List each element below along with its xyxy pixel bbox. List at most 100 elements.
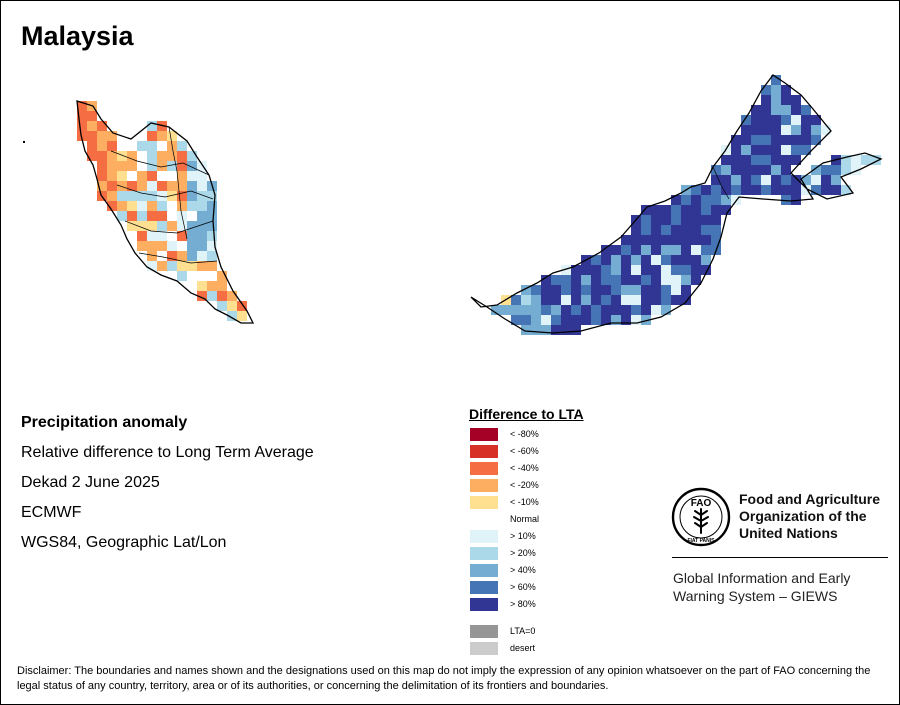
anomaly-cell xyxy=(711,165,721,175)
anomaly-cell xyxy=(791,185,801,195)
anomaly-cell xyxy=(621,305,631,315)
anomaly-cell xyxy=(157,151,167,161)
anomaly-cell xyxy=(621,245,631,255)
legend-entry: > 20% xyxy=(469,545,639,562)
legend-swatch xyxy=(470,581,498,594)
anomaly-cell xyxy=(761,95,771,105)
anomaly-cell xyxy=(117,201,127,211)
anomaly-cell xyxy=(601,305,611,315)
legend-entry: < -40% xyxy=(469,460,639,477)
anomaly-cell xyxy=(771,145,781,155)
anomaly-cell xyxy=(801,145,811,155)
anomaly-cell xyxy=(691,205,701,215)
anomaly-cell xyxy=(197,161,207,171)
anomaly-cell xyxy=(147,261,157,271)
anomaly-cell xyxy=(801,175,811,185)
anomaly-cell xyxy=(551,285,561,295)
anomaly-cell xyxy=(811,185,821,195)
anomaly-cell xyxy=(177,181,187,191)
anomaly-cell xyxy=(207,251,217,261)
anomaly-cell xyxy=(87,111,97,121)
anomaly-cell xyxy=(591,285,601,295)
organization-name-line: Food and Agriculture xyxy=(739,491,881,507)
anomaly-cell xyxy=(771,155,781,165)
fao-logo-motto: FIAT PANIS xyxy=(687,538,715,544)
anomaly-cell xyxy=(721,175,731,185)
anomaly-cell xyxy=(117,191,127,201)
anomaly-cell xyxy=(157,181,167,191)
anomaly-cell xyxy=(751,185,761,195)
anomaly-cell xyxy=(207,211,217,221)
anomaly-cell xyxy=(97,131,107,141)
anomaly-cell xyxy=(217,271,227,281)
anomaly-cell xyxy=(177,191,187,201)
anomaly-cell xyxy=(521,325,531,335)
anomaly-cell xyxy=(821,185,831,195)
anomaly-cell xyxy=(641,295,651,305)
anomaly-cell xyxy=(661,305,671,315)
anomaly-cell xyxy=(791,105,801,115)
anomaly-cell xyxy=(641,275,651,285)
anomaly-cell xyxy=(731,175,741,185)
anomaly-cell xyxy=(197,261,207,271)
anomaly-cell xyxy=(177,161,187,171)
legend-label: < -60% xyxy=(510,446,539,456)
anomaly-cell xyxy=(207,291,217,301)
anomaly-cell xyxy=(107,141,117,151)
anomaly-cell xyxy=(97,151,107,161)
anomaly-cell xyxy=(97,171,107,181)
anomaly-cell xyxy=(781,135,791,145)
anomaly-cell xyxy=(87,151,97,161)
map-metadata: Precipitation anomaly Relative differenc… xyxy=(21,413,314,563)
anomaly-cell xyxy=(751,155,761,165)
anomaly-cell xyxy=(781,85,791,95)
anomaly-cell xyxy=(561,315,571,325)
anomaly-cell xyxy=(601,295,611,305)
anomaly-cell xyxy=(591,275,601,285)
anomaly-cell xyxy=(811,125,821,135)
anomaly-cell xyxy=(87,121,97,131)
anomaly-cell xyxy=(671,235,681,245)
anomaly-cell xyxy=(701,185,711,195)
anomaly-cell xyxy=(197,251,207,261)
anomaly-cell xyxy=(611,275,621,285)
anomaly-cell xyxy=(197,211,207,221)
anomaly-cell xyxy=(147,241,157,251)
legend-label: > 60% xyxy=(510,582,536,592)
anomaly-cell xyxy=(631,225,641,235)
anomaly-cell xyxy=(207,281,217,291)
anomaly-cell xyxy=(641,305,651,315)
anomaly-cell xyxy=(137,211,147,221)
anomaly-cell xyxy=(197,231,207,241)
fao-logo: FAO FIAT PANIS xyxy=(671,487,731,547)
anomaly-cell xyxy=(701,215,711,225)
anomaly-cell xyxy=(197,181,207,191)
anomaly-cell xyxy=(761,145,771,155)
anomaly-cell xyxy=(601,265,611,275)
anomaly-cell xyxy=(571,285,581,295)
anomaly-cell xyxy=(147,251,157,261)
anomaly-cell xyxy=(107,151,117,161)
anomaly-cell xyxy=(197,291,207,301)
anomaly-cell xyxy=(671,275,681,285)
anomaly-cell xyxy=(531,285,541,295)
legend-swatch xyxy=(470,496,498,509)
anomaly-cell xyxy=(97,161,107,171)
anomaly-cell xyxy=(721,195,731,205)
anomaly-cell xyxy=(701,235,711,245)
anomaly-cell xyxy=(511,315,521,325)
anomaly-cell xyxy=(551,275,561,285)
anomaly-cell xyxy=(651,205,661,215)
anomaly-cell xyxy=(227,311,237,321)
anomaly-cell xyxy=(801,185,811,195)
anomaly-cell xyxy=(167,261,177,271)
anomaly-cell xyxy=(821,165,831,175)
legend-label: > 80% xyxy=(510,599,536,609)
anomaly-cell xyxy=(611,315,621,325)
anomaly-cell xyxy=(691,255,701,265)
legend-label: < -20% xyxy=(510,480,539,490)
anomaly-cell xyxy=(811,135,821,145)
anomaly-cell xyxy=(157,231,167,241)
anomaly-cell xyxy=(731,165,741,175)
anomaly-cell xyxy=(117,161,127,171)
